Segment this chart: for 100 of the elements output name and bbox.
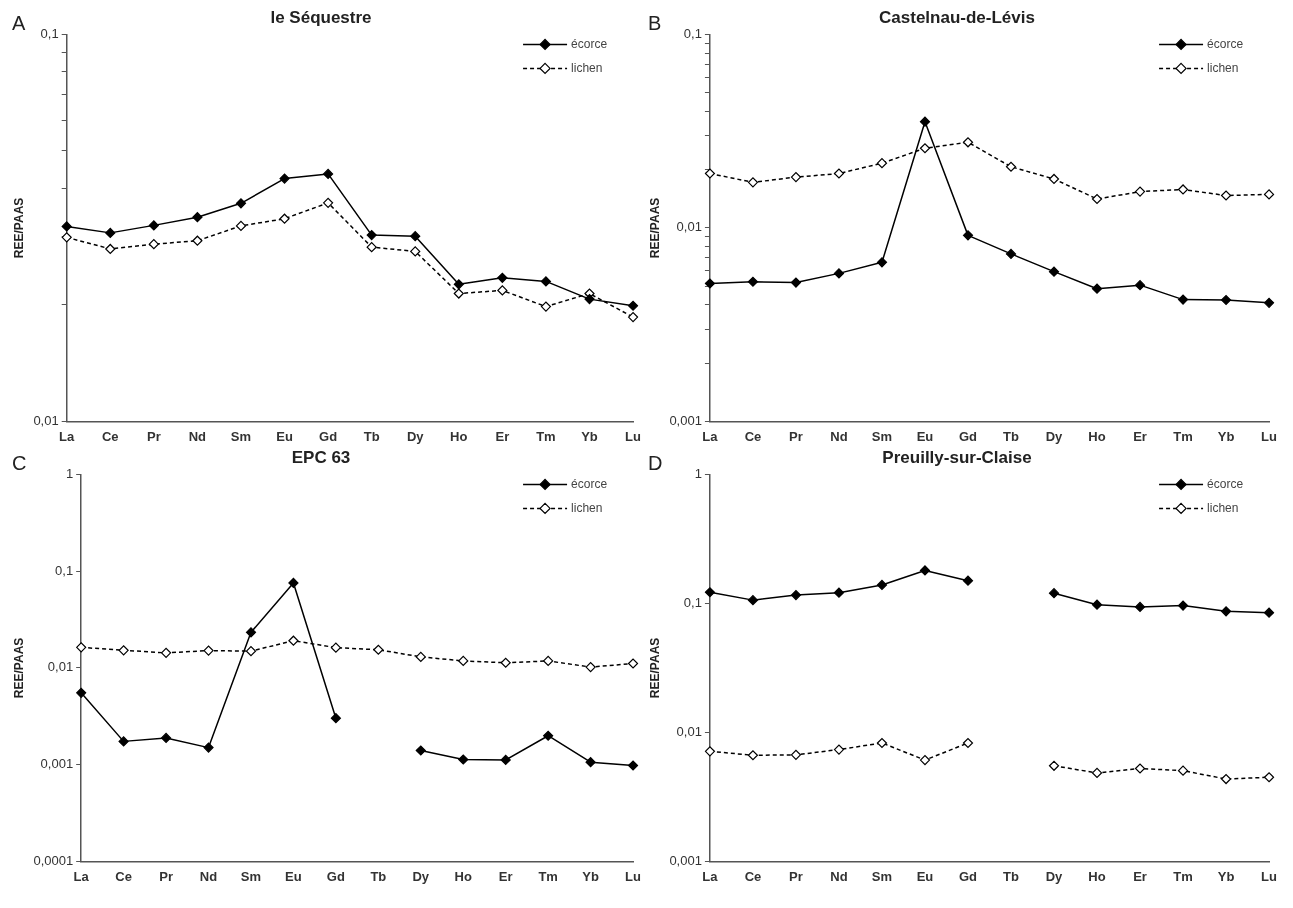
- y-tick-label: 0,001: [669, 412, 702, 428]
- x-tick-label: Ho: [450, 428, 468, 444]
- point: [876, 257, 888, 268]
- point: [192, 212, 203, 223]
- point: [876, 579, 888, 591]
- x-tick-label: Er: [1133, 868, 1147, 884]
- point: [1177, 294, 1189, 305]
- point: [919, 143, 931, 154]
- x-tick-label: Yb: [582, 868, 599, 884]
- point: [330, 642, 341, 653]
- point: [704, 278, 716, 289]
- point: [1134, 186, 1146, 197]
- x-tick-label: La: [73, 868, 90, 884]
- point: [458, 754, 469, 765]
- y-tick-label: 0,01: [676, 723, 702, 739]
- point: [453, 279, 464, 290]
- x-tick-label: Ho: [1088, 428, 1106, 444]
- x-tick-label: Sm: [871, 868, 893, 884]
- y-axis-title: REE/PAAS: [11, 637, 26, 699]
- y-tick-label: 0,1: [40, 25, 59, 41]
- x-tick-label: Nd: [830, 868, 848, 884]
- point: [1048, 266, 1060, 277]
- point: [415, 651, 426, 662]
- point: [1048, 760, 1060, 771]
- point: [962, 737, 974, 749]
- x-tick-label: Er: [498, 868, 513, 884]
- point: [192, 235, 203, 246]
- point: [279, 213, 290, 224]
- text: C: [12, 452, 27, 475]
- point: [330, 713, 341, 724]
- chart-title: Castelnau-de-Lévis: [879, 7, 1035, 27]
- legend-label: écorce: [571, 36, 608, 51]
- point: [627, 312, 639, 323]
- x-tick-label: Lu: [625, 428, 642, 444]
- y-tick-label: 0,01: [47, 659, 74, 675]
- x-tick-label: Lu: [625, 868, 642, 884]
- x-tick-label: Lu: [1261, 428, 1278, 444]
- point: [105, 243, 116, 255]
- point: [962, 575, 974, 586]
- point: [1048, 588, 1060, 599]
- point: [543, 655, 554, 667]
- point: [288, 577, 299, 589]
- point: [584, 294, 595, 305]
- point: [373, 644, 384, 655]
- y-tick-label: 1: [65, 465, 74, 481]
- point: [747, 750, 759, 761]
- x-tick-label: Gd: [326, 868, 345, 884]
- x-tick-label: Lu: [1261, 868, 1278, 884]
- x-tick-label: Ho: [454, 868, 472, 884]
- point: [962, 230, 974, 241]
- chart-title: EPC 63: [291, 447, 351, 467]
- x-tick-label: Gd: [958, 428, 978, 444]
- y-axis-title: REE/PAAS: [11, 197, 26, 259]
- point: [415, 745, 426, 756]
- x-tick-label: Nd: [199, 868, 218, 884]
- x-tick-label: Er: [1133, 428, 1147, 444]
- point: [366, 242, 377, 253]
- x-tick-label: Tb: [1003, 428, 1019, 444]
- point: [1091, 283, 1103, 294]
- y-tick-label: 0,1: [683, 594, 702, 610]
- x-tick-label: Ce: [101, 428, 119, 444]
- x-tick-label: Tm: [536, 428, 556, 444]
- point: [1263, 297, 1275, 308]
- point: [1263, 189, 1275, 200]
- point: [1091, 193, 1103, 205]
- chart-title: le Séquestre: [270, 7, 372, 27]
- point: [497, 272, 508, 283]
- point: [235, 198, 247, 209]
- text: A: [12, 12, 26, 35]
- point: [790, 589, 802, 601]
- x-tick-label: Er: [495, 428, 510, 444]
- point: [1091, 599, 1103, 610]
- point: [1134, 280, 1146, 291]
- y-tick-label: 0,1: [55, 562, 74, 578]
- point: [61, 232, 72, 243]
- point: [1091, 767, 1103, 779]
- point: [704, 587, 716, 598]
- point: [1177, 765, 1189, 776]
- x-tick-label: Dy: [1045, 428, 1064, 444]
- x-tick-label: Tm: [1173, 868, 1193, 884]
- y-axis-title: REE/PAAS: [647, 197, 662, 259]
- point: [1263, 772, 1275, 783]
- point: [704, 168, 716, 179]
- point: [160, 732, 172, 743]
- x-tick-label: Tm: [538, 868, 558, 884]
- point: [245, 646, 257, 657]
- x-tick-label: Sm: [230, 428, 252, 444]
- point: [627, 300, 639, 311]
- x-tick-label: La: [702, 428, 719, 444]
- point: [500, 657, 511, 668]
- point: [76, 642, 87, 653]
- x-tick-label: Dy: [406, 428, 425, 444]
- legend-label: lichen: [1207, 60, 1239, 75]
- point: [747, 595, 759, 606]
- point: [919, 116, 931, 127]
- point: [790, 277, 802, 288]
- y-tick-label: 1: [694, 465, 702, 481]
- x-tick-label: Yb: [1217, 868, 1235, 884]
- x-tick-label: Gd: [958, 868, 978, 884]
- x-tick-label: Ce: [115, 868, 132, 884]
